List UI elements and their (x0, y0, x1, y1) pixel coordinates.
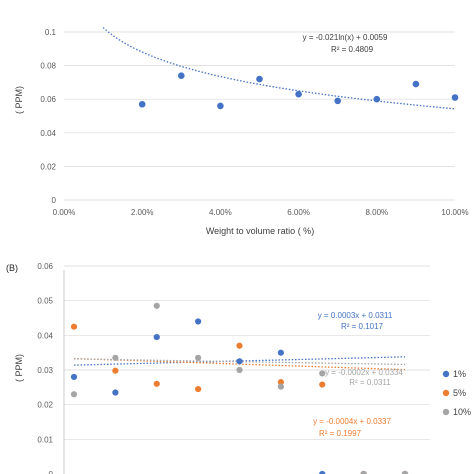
x-tick-label: 4.00% (209, 208, 232, 217)
y-tick-label: 0.06 (37, 262, 53, 271)
data-point (112, 389, 119, 396)
data-point (236, 366, 243, 374)
x-tick-label: 0.00% (53, 208, 76, 217)
chart-a-x-ticks: 0.00% 2.00% 4.00% 6.00% 8.00% 10.00% (53, 208, 469, 217)
data-point (360, 470, 367, 474)
chart-a-points (138, 72, 459, 110)
legend-marker-5pct (442, 389, 450, 397)
chart-a-x-axis-title: Weight to volume ratio ( %) (206, 226, 314, 236)
legend-marker-1pct (442, 370, 450, 378)
legend-label-1pct: 1% (453, 369, 466, 379)
data-point (319, 370, 326, 377)
chart-b-trendline-r2-10pct: R² = 0.0311 (349, 378, 391, 387)
chart-b-trendline-equation-5pct: y = -0.0004x + 0.0337 (313, 417, 391, 426)
data-point (153, 333, 160, 341)
chart-b-legend: 1% 5% 10% (442, 369, 471, 417)
data-point (138, 100, 146, 108)
data-point (195, 318, 202, 325)
data-point (295, 90, 302, 98)
y-tick-label: 0 (52, 196, 57, 205)
x-tick-label: 8.00% (365, 208, 388, 217)
chart-b-y-ticks: 0 0.01 0.02 0.03 0.04 0.05 0.06 (37, 262, 53, 474)
data-point (195, 354, 202, 361)
x-tick-label: 10.00% (441, 208, 468, 217)
chart-b-trendline-equation-1pct: y = 0.0003x + 0.0311 (318, 311, 393, 320)
data-point (70, 391, 78, 398)
y-tick-label: 0.02 (37, 401, 53, 410)
chart-b-y-axis-title: ( PPM) (14, 354, 24, 382)
legend-item-10pct: 10% (442, 407, 471, 417)
data-point (217, 102, 224, 110)
x-tick-label: 6.00% (287, 208, 310, 217)
data-point (256, 75, 263, 83)
y-tick-label: 0 (49, 470, 54, 474)
chart-a-gridlines (64, 31, 455, 201)
chart-a-y-ticks: 0 0.02 0.04 0.06 0.08 0.1 (40, 28, 56, 205)
chart-a-trendline-equation: y = -0.021ln(x) + 0.0059 (303, 33, 388, 42)
data-point (153, 302, 160, 309)
chart-b-gridlines (63, 265, 430, 474)
data-point (277, 379, 284, 386)
chart-b-panel-label: (B) (6, 263, 18, 273)
y-tick-label: 0.03 (37, 366, 53, 375)
data-point (277, 383, 284, 390)
legend-item-5pct: 5% (442, 388, 466, 398)
data-point (277, 349, 284, 356)
y-tick-label: 0.01 (37, 435, 53, 444)
chart-b-points (70, 302, 409, 474)
y-tick-label: 0.06 (40, 95, 56, 104)
data-point (236, 358, 243, 365)
chart-a-y-axis-title: ( PPM) (14, 86, 24, 114)
data-point (178, 72, 185, 79)
chart-a-trendline-r2: R² = 0.4809 (331, 45, 374, 54)
legend-label-5pct: 5% (453, 388, 466, 398)
chart-a: 0 0.02 0.04 0.06 0.08 0.1 0.00% 2.00% 4.00% 6.00… (14, 27, 469, 236)
data-point (195, 385, 202, 393)
data-point (70, 323, 78, 330)
legend-item-1pct: 1% (442, 369, 466, 379)
legend-marker-10pct (442, 408, 450, 416)
data-point (373, 95, 381, 103)
chart-b-trendline-r2-1pct: R² = 0.1017 (341, 322, 384, 331)
chart-b: (B) 0 0.01 0.02 0.03 0.04 0.05 0.06 ( PPM) y =… (6, 262, 471, 474)
data-point (334, 97, 342, 105)
trendline (102, 27, 456, 110)
chart-a-trendlines (102, 27, 456, 110)
y-tick-label: 0.1 (45, 28, 57, 37)
y-tick-label: 0.04 (40, 129, 56, 138)
data-point (112, 354, 119, 361)
y-tick-label: 0.08 (40, 62, 56, 71)
data-point (112, 367, 119, 374)
y-tick-label: 0.02 (40, 162, 56, 171)
data-point (236, 342, 243, 349)
data-point (70, 373, 78, 381)
legend-label-10pct: 10% (453, 407, 471, 417)
data-point (401, 470, 409, 474)
x-tick-label: 2.00% (131, 208, 154, 217)
data-point (153, 380, 160, 387)
data-point (319, 470, 326, 474)
chart-b-trendline-r2-5pct: R² = 0.1997 (319, 429, 362, 438)
data-point (319, 381, 326, 388)
data-point (412, 80, 420, 88)
chart-b-trendline-equation-10pct: y = -0.0002x + 0.0334 (325, 368, 403, 377)
y-tick-label: 0.04 (37, 331, 53, 340)
y-tick-label: 0.05 (37, 297, 53, 306)
data-point (451, 94, 459, 101)
